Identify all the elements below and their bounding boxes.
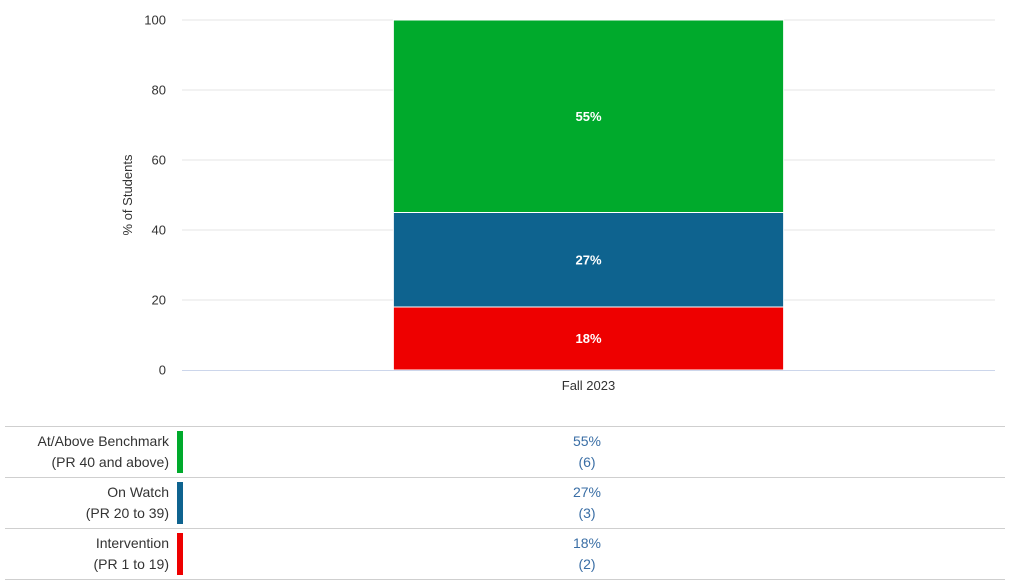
bar-segment <box>392 212 785 308</box>
legend-row-on-watch: On Watch (PR 20 to 39) 27% (3) <box>5 478 1005 529</box>
legend-percent: 18% <box>572 535 602 551</box>
y-tick-label: 60 <box>152 153 166 168</box>
y-tick-label: 80 <box>152 83 166 98</box>
legend-row-intervention: Intervention (PR 1 to 19) 18% (2) <box>5 529 1005 580</box>
bar-segment <box>392 19 785 213</box>
legend-label: On Watch (PR 20 to 39) <box>86 482 169 524</box>
y-tick-label: 100 <box>144 13 166 28</box>
legend-name: Intervention <box>95 535 169 551</box>
stacked-bar-chart: 18% 27% 55% 0 20 40 60 80 100 % of Students Fall … <box>120 13 995 393</box>
y-axis-title: % of Students <box>120 154 135 235</box>
bar-data-label: 27% <box>575 252 601 267</box>
legend-value: 55% (6) <box>487 431 687 473</box>
legend-row-benchmark: At/Above Benchmark (PR 40 and above) 55%… <box>5 427 1005 478</box>
legend-value: 18% (2) <box>487 533 687 575</box>
legend-swatch <box>177 533 183 575</box>
axes: 0 20 40 60 80 100 % of Students Fall 2023 <box>120 13 995 393</box>
legend-percent: 27% <box>572 484 602 500</box>
y-tick-label: 0 <box>159 363 166 378</box>
bar-data-label: 55% <box>575 109 601 124</box>
x-tick-label: Fall 2023 <box>562 378 615 393</box>
legend-count: (2) <box>578 556 596 572</box>
legend-label: Intervention (PR 1 to 19) <box>94 533 169 575</box>
legend-range: (PR 40 and above) <box>51 454 169 470</box>
y-tick-label: 40 <box>152 223 166 238</box>
legend-count: (3) <box>578 505 596 521</box>
y-tick-label: 20 <box>152 293 166 308</box>
legend-range: (PR 1 to 19) <box>93 556 169 572</box>
legend-range: (PR 20 to 39) <box>85 505 169 521</box>
legend-swatch <box>177 431 183 473</box>
legend-name: On Watch <box>107 484 169 500</box>
legend-name: At/Above Benchmark <box>37 433 169 449</box>
bar-data-label: 18% <box>575 331 601 346</box>
bar-segment <box>392 306 785 371</box>
bar-labels: 18% 27% 55% <box>575 109 601 346</box>
legend-value: 27% (3) <box>487 482 687 524</box>
legend-label: At/Above Benchmark (PR 40 and above) <box>37 431 169 473</box>
legend-percent: 55% <box>572 433 602 449</box>
bars <box>392 19 785 371</box>
legend-count: (6) <box>578 454 596 470</box>
legend-swatch <box>177 482 183 524</box>
legend-table: At/Above Benchmark (PR 40 and above) 55%… <box>5 426 1005 580</box>
